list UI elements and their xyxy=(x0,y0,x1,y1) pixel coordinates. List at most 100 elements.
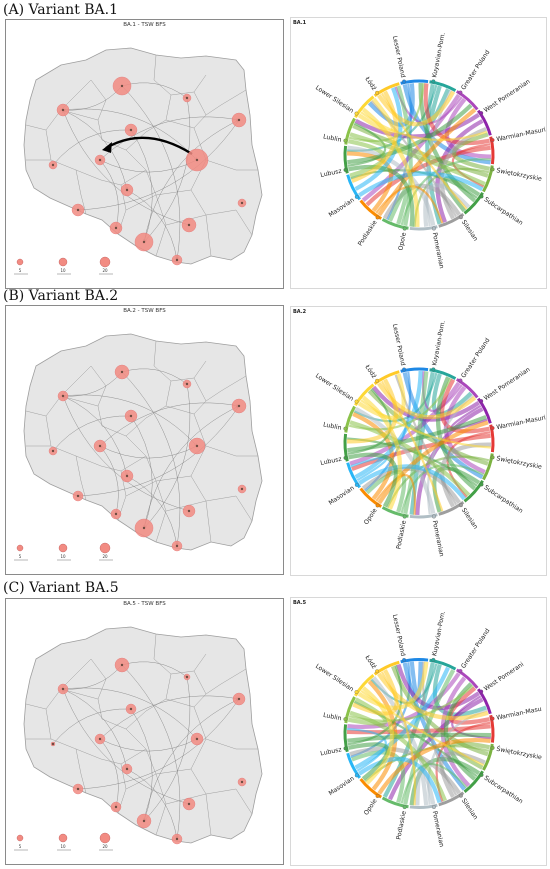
region-node xyxy=(402,79,407,84)
region-label: Lower Silesian xyxy=(314,663,355,693)
region-node xyxy=(431,226,436,231)
flow-arrow xyxy=(126,189,178,261)
region-arc xyxy=(482,453,494,481)
region-node xyxy=(479,482,484,487)
panel-label-c: (C) Variant BA.5 xyxy=(3,580,119,596)
region-label: West Pomerani xyxy=(483,661,526,693)
legend-circle xyxy=(99,542,111,554)
chord-ribbons xyxy=(346,82,492,228)
chord-ribbon xyxy=(423,183,471,227)
region-label: Warmian-Masu xyxy=(496,706,542,722)
region-label: West Pomeranian xyxy=(483,78,532,114)
highlight-arrowhead xyxy=(102,142,112,153)
flow-arrow xyxy=(143,698,240,822)
region-node xyxy=(490,167,495,172)
chord-ribbons xyxy=(346,661,492,806)
highlight-flow-arrow xyxy=(105,136,193,156)
flow-arrow xyxy=(62,108,198,161)
region-arc xyxy=(463,191,484,215)
region-label: Kuyavian-Pom. xyxy=(431,610,447,656)
country-outline xyxy=(23,626,263,844)
region-node xyxy=(375,378,380,383)
legend-label: 10 xyxy=(60,554,66,559)
region-label: Podlaskie xyxy=(357,219,379,247)
region-label: Lubusz xyxy=(320,746,343,757)
region-node xyxy=(402,514,407,519)
region-border xyxy=(125,435,192,482)
region-arc xyxy=(359,487,383,508)
flow-arrow xyxy=(62,688,190,805)
region-node xyxy=(343,717,348,722)
chord-ribbon xyxy=(352,124,489,178)
region-arc xyxy=(489,136,495,165)
chord-diagram-c: Lesser Poland Kuyavian-Pom. Greater Poland… xyxy=(314,610,543,847)
region-centroid xyxy=(187,223,191,227)
flow-arrow xyxy=(130,708,153,822)
chord-ribbon xyxy=(347,415,487,453)
region-border xyxy=(125,728,192,775)
chord-panel-c: BA.5 Lesser Poland Kuyavian-Pom. Greater P… xyxy=(290,597,547,866)
region-arc xyxy=(409,803,438,809)
region-border xyxy=(125,149,192,196)
region-centroid xyxy=(76,787,80,791)
region-label: Opole xyxy=(397,232,407,251)
region-label: Masovian xyxy=(328,197,356,219)
region-node xyxy=(375,503,380,508)
region-arc xyxy=(354,95,375,119)
region-border xyxy=(45,658,92,740)
flow-arrow xyxy=(62,687,198,740)
region-label: Podlaskie xyxy=(395,520,407,550)
flow-arrow xyxy=(77,119,240,211)
chord-ribbon xyxy=(357,661,429,711)
region-border xyxy=(45,79,92,161)
region-label: Łódź xyxy=(363,362,378,379)
region-arc xyxy=(381,506,409,518)
region-centroid xyxy=(98,737,102,741)
chord-ribbon xyxy=(354,113,480,139)
region-border xyxy=(193,706,258,750)
region-centroid xyxy=(51,449,55,453)
region-border xyxy=(125,194,157,211)
flow-arrow xyxy=(126,768,178,840)
flow-arrow xyxy=(62,395,128,477)
region-node xyxy=(343,138,348,143)
region-arc xyxy=(429,658,457,671)
chord-ribbon xyxy=(347,727,387,772)
chord-ribbon xyxy=(346,378,398,444)
region-centroid xyxy=(142,240,146,244)
region-centroid xyxy=(51,742,55,746)
region-arc xyxy=(455,90,479,111)
region-centroid xyxy=(240,780,244,784)
region-node xyxy=(479,111,484,116)
chord-ribbon xyxy=(347,122,387,167)
region-node xyxy=(375,90,380,95)
chord-ribbon xyxy=(440,378,490,434)
region-centroid xyxy=(175,837,179,841)
chord-ribbon xyxy=(348,452,398,508)
chord-diagram-b: Lesser Poland Kuyavian-Pom. Greater Poland… xyxy=(314,320,546,557)
flow-arrow xyxy=(62,394,198,447)
region-arc xyxy=(359,778,383,799)
chord-ribbon xyxy=(349,132,486,186)
chord-ribbon xyxy=(348,164,415,227)
region-centroid xyxy=(51,163,55,167)
region-border xyxy=(101,119,195,151)
region-arc xyxy=(455,378,479,399)
region-node xyxy=(375,215,380,220)
region-centroid xyxy=(76,208,80,212)
region-label: Lublin xyxy=(322,133,342,143)
region-label: Lesser Poland xyxy=(391,323,406,366)
flow-arrow xyxy=(52,129,132,166)
region-label: Lubusz xyxy=(320,456,343,467)
flow-arrow xyxy=(130,415,153,529)
region-border xyxy=(165,380,172,407)
region-node xyxy=(354,773,359,778)
region-border xyxy=(125,480,157,497)
region-border xyxy=(25,124,47,131)
chord-ribbon xyxy=(377,382,477,420)
region-arc xyxy=(346,174,361,201)
region-node xyxy=(343,746,348,751)
region-node xyxy=(458,90,463,95)
region-arc xyxy=(354,673,375,697)
region-node xyxy=(375,669,380,674)
